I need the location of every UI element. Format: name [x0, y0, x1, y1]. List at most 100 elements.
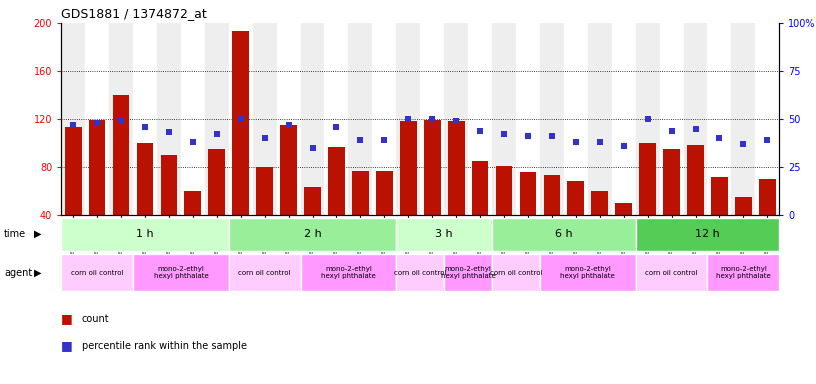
- Point: [713, 135, 726, 141]
- Point: [450, 118, 463, 124]
- Bar: [233, 31, 249, 263]
- Bar: [397, 218, 492, 251]
- Text: corn oil control: corn oil control: [645, 270, 698, 276]
- Bar: [352, 170, 369, 263]
- Bar: [756, 23, 779, 215]
- Bar: [300, 23, 325, 215]
- Text: 12 h: 12 h: [695, 229, 720, 239]
- Text: corn oil control: corn oil control: [394, 270, 446, 276]
- Bar: [468, 23, 492, 215]
- Point: [91, 120, 104, 126]
- Text: count: count: [82, 314, 109, 324]
- Text: ▶: ▶: [34, 268, 42, 278]
- Bar: [636, 23, 659, 215]
- Text: 3 h: 3 h: [436, 229, 453, 239]
- Point: [162, 129, 175, 136]
- Bar: [444, 254, 492, 291]
- Point: [473, 127, 486, 134]
- Point: [67, 122, 80, 128]
- Text: 6 h: 6 h: [555, 229, 573, 239]
- Text: corn oil control: corn oil control: [238, 270, 291, 276]
- Bar: [85, 23, 109, 215]
- Point: [234, 116, 247, 122]
- Bar: [372, 23, 397, 215]
- Bar: [397, 23, 420, 215]
- Bar: [184, 191, 202, 263]
- Bar: [304, 187, 321, 263]
- Bar: [280, 125, 297, 263]
- Text: mono-2-ethyl
hexyl phthalate: mono-2-ethyl hexyl phthalate: [716, 266, 771, 279]
- Bar: [256, 167, 273, 263]
- Bar: [659, 23, 684, 215]
- Bar: [253, 23, 277, 215]
- Point: [114, 118, 127, 124]
- Bar: [376, 170, 392, 263]
- Bar: [540, 23, 564, 215]
- Bar: [157, 23, 181, 215]
- Text: ▶: ▶: [34, 229, 42, 239]
- Bar: [492, 23, 516, 215]
- Text: corn oil control: corn oil control: [490, 270, 543, 276]
- Bar: [328, 147, 345, 263]
- Point: [211, 131, 224, 137]
- Bar: [181, 23, 205, 215]
- Bar: [133, 254, 228, 291]
- Text: mono-2-ethyl
hexyl phthalate: mono-2-ethyl hexyl phthalate: [561, 266, 615, 279]
- Text: percentile rank within the sample: percentile rank within the sample: [82, 341, 246, 351]
- Text: mono-2-ethyl
hexyl phthalate: mono-2-ethyl hexyl phthalate: [153, 266, 208, 279]
- Bar: [543, 175, 561, 263]
- Bar: [612, 23, 636, 215]
- Point: [354, 137, 367, 143]
- Bar: [663, 149, 680, 263]
- Bar: [707, 254, 779, 291]
- Bar: [161, 155, 177, 263]
- Bar: [397, 254, 444, 291]
- Point: [258, 135, 271, 141]
- Bar: [300, 254, 397, 291]
- Point: [665, 127, 678, 134]
- Bar: [277, 23, 300, 215]
- Point: [593, 139, 606, 145]
- Text: mono-2-ethyl
hexyl phthalate: mono-2-ethyl hexyl phthalate: [441, 266, 495, 279]
- Text: 2 h: 2 h: [304, 229, 322, 239]
- Bar: [707, 23, 731, 215]
- Text: mono-2-ethyl
hexyl phthalate: mono-2-ethyl hexyl phthalate: [321, 266, 376, 279]
- Bar: [540, 254, 636, 291]
- Bar: [592, 191, 608, 263]
- Point: [641, 116, 654, 122]
- Point: [761, 137, 774, 143]
- Point: [186, 139, 199, 145]
- Bar: [684, 23, 707, 215]
- Bar: [400, 121, 417, 263]
- Bar: [731, 23, 756, 215]
- Bar: [113, 95, 130, 263]
- Bar: [420, 23, 444, 215]
- Point: [139, 124, 152, 130]
- Point: [282, 122, 295, 128]
- Bar: [735, 197, 752, 263]
- Point: [570, 139, 583, 145]
- Text: agent: agent: [4, 268, 33, 278]
- Bar: [639, 143, 656, 263]
- Bar: [89, 120, 105, 263]
- Bar: [348, 23, 372, 215]
- Bar: [61, 218, 228, 251]
- Bar: [492, 218, 636, 251]
- Text: corn oil control: corn oil control: [71, 270, 123, 276]
- Bar: [325, 23, 348, 215]
- Bar: [520, 172, 536, 263]
- Point: [426, 116, 439, 122]
- Bar: [109, 23, 133, 215]
- Text: ■: ■: [61, 339, 73, 352]
- Bar: [133, 23, 157, 215]
- Bar: [636, 218, 779, 251]
- Bar: [564, 23, 588, 215]
- Bar: [424, 120, 441, 263]
- Text: ■: ■: [61, 312, 73, 325]
- Point: [330, 124, 343, 130]
- Point: [498, 131, 511, 137]
- Bar: [687, 146, 704, 263]
- Bar: [64, 127, 82, 263]
- Bar: [516, 23, 540, 215]
- Bar: [205, 23, 228, 215]
